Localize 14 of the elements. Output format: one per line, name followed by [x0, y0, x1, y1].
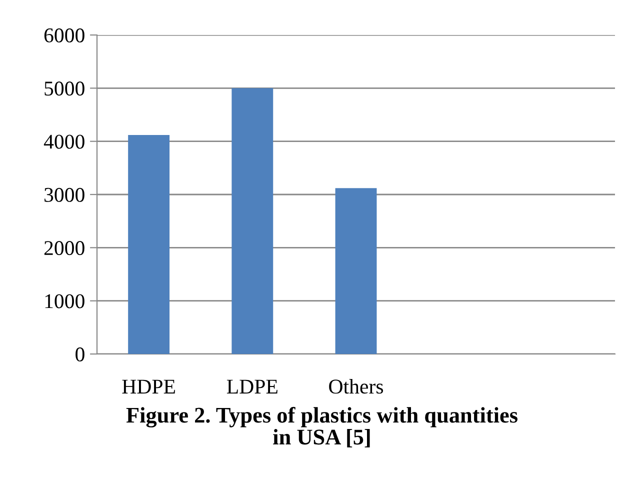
bar: [128, 134, 170, 354]
y-tick-label: 1000: [45, 294, 84, 308]
y-tick-label: 5000: [44, 82, 84, 96]
bar: [335, 188, 377, 354]
y-tick-label: 0: [76, 347, 84, 362]
y-tick-label: 6000: [44, 28, 84, 42]
x-tick-label: LDPE: [226, 380, 278, 394]
bar: [232, 88, 274, 354]
y-tick-label: 3000: [44, 188, 84, 202]
y-tick-label: 4000: [44, 134, 84, 149]
x-tick-label: HDPE: [122, 380, 175, 394]
caption: Figure 2. Types of plastics with quantities in USA [5]: [126, 406, 518, 448]
y-tick-label: 2000: [44, 241, 84, 256]
x-tick-label: Others: [329, 379, 384, 394]
